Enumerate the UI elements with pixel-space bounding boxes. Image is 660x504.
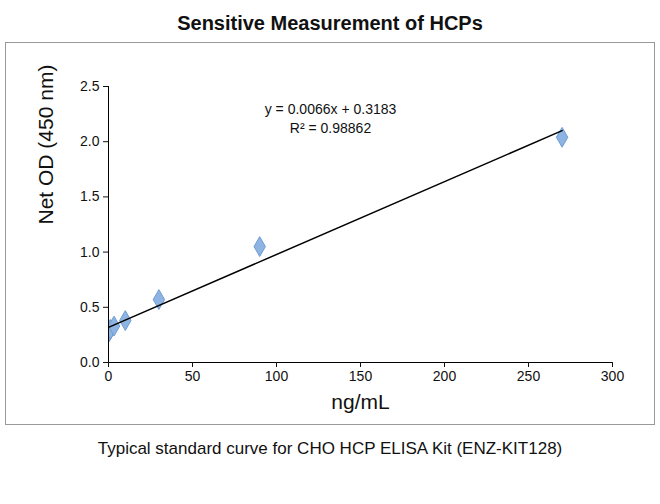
svg-text:Net OD (450 nm): Net OD (450 nm) bbox=[34, 65, 57, 225]
svg-text:ng/mL: ng/mL bbox=[331, 390, 389, 413]
svg-text:1.0: 1.0 bbox=[80, 244, 100, 260]
svg-text:50: 50 bbox=[185, 368, 201, 384]
svg-text:250: 250 bbox=[517, 368, 541, 384]
svg-text:2.5: 2.5 bbox=[80, 78, 100, 94]
svg-text:1.5: 1.5 bbox=[80, 188, 100, 204]
svg-text:0: 0 bbox=[105, 368, 113, 384]
svg-text:150: 150 bbox=[349, 368, 373, 384]
svg-text:300: 300 bbox=[601, 368, 625, 384]
svg-text:100: 100 bbox=[265, 368, 289, 384]
html-text:Sensitive Measurement of HCPs: Sensitive Measurement of HCPs bbox=[177, 12, 483, 34]
svg-text:2.0: 2.0 bbox=[80, 133, 100, 149]
svg-text:200: 200 bbox=[433, 368, 457, 384]
svg-text:0.5: 0.5 bbox=[80, 299, 100, 315]
svg-text:y = 0.0066x + 0.3183: y = 0.0066x + 0.3183 bbox=[265, 101, 397, 117]
svg-text:R² = 0.98862: R² = 0.98862 bbox=[290, 120, 372, 136]
svg-text:0.0: 0.0 bbox=[80, 354, 100, 370]
html-text:Typical standard curve for CHO: Typical standard curve for CHO HCP ELISA… bbox=[97, 439, 563, 458]
